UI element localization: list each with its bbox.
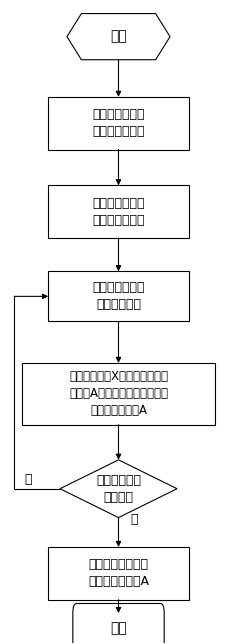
Text: 初始化丰度矩阵
和辅助变量矩阵: 初始化丰度矩阵 和辅助变量矩阵 xyxy=(92,196,145,227)
Bar xyxy=(48,271,189,321)
Text: 读取高光谱图像
和高光谱光谱库: 读取高光谱图像 和高光谱光谱库 xyxy=(92,108,145,138)
Polygon shape xyxy=(67,14,170,60)
Bar xyxy=(48,185,189,238)
Polygon shape xyxy=(60,460,177,518)
Text: 迭代丰度矩阵和
辅助变量矩阵: 迭代丰度矩阵和 辅助变量矩阵 xyxy=(92,281,145,311)
Text: 分析丰度矩阵X的稀疏性，剔除
光谱库A中非真正端元的物质光
谱，更新光谱库A: 分析丰度矩阵X的稀疏性，剔除 光谱库A中非真正端元的物质光 谱，更新光谱库A xyxy=(69,370,168,417)
Bar xyxy=(48,547,189,600)
Bar xyxy=(23,363,214,424)
FancyBboxPatch shape xyxy=(73,603,164,644)
Text: 停止迭代，输出丰
度矩阵和光谱库A: 停止迭代，输出丰 度矩阵和光谱库A xyxy=(88,558,149,589)
Text: 是: 是 xyxy=(130,513,137,526)
Text: 检验是否满足
收敛条件: 检验是否满足 收敛条件 xyxy=(96,474,141,504)
Text: 结束: 结束 xyxy=(110,621,127,636)
Text: 开始: 开始 xyxy=(110,30,127,44)
Bar xyxy=(48,97,189,149)
Text: 否: 否 xyxy=(25,473,32,486)
